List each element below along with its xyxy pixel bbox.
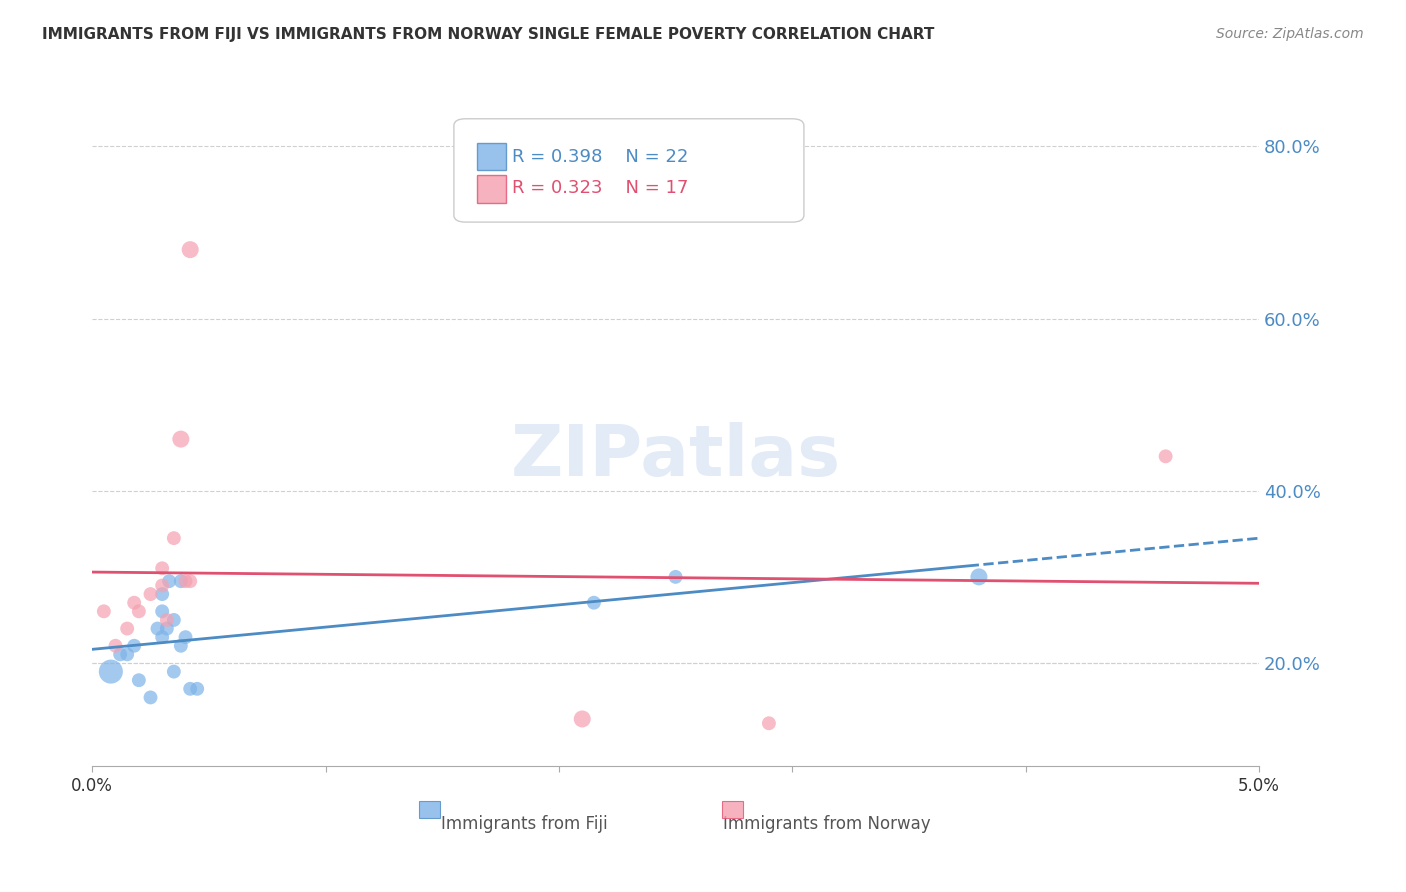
Point [156,622,179,636]
Point [128,604,150,618]
Point [115,648,138,662]
FancyBboxPatch shape [454,119,804,222]
Point [179,681,201,696]
Point [139,690,162,705]
Text: Source: ZipAtlas.com: Source: ZipAtlas.com [1216,27,1364,41]
Point [157,574,180,589]
Point [150,630,173,644]
Point [156,613,179,627]
Text: ZIPatlas: ZIPatlas [510,422,841,491]
Point [186,681,208,696]
FancyBboxPatch shape [477,143,506,170]
Point [128,673,150,688]
Text: Immigrants from Norway: Immigrants from Norway [724,814,931,832]
Text: R = 0.398    N = 22: R = 0.398 N = 22 [512,148,689,166]
Text: Immigrants from Fiji: Immigrants from Fiji [440,814,607,832]
Point [108,648,131,662]
FancyBboxPatch shape [723,801,744,818]
Point [150,604,173,618]
Point [758,716,780,731]
Point [100,665,122,679]
Point [664,570,686,584]
Point [139,587,162,601]
Text: R = 0.323    N = 17: R = 0.323 N = 17 [512,178,689,196]
FancyBboxPatch shape [477,175,506,202]
Point [967,570,990,584]
Point [582,596,605,610]
Point [93,604,115,618]
Point [146,622,169,636]
Point [150,587,173,601]
Point [122,596,145,610]
Point [163,613,186,627]
Point [174,630,197,644]
Point [174,574,197,589]
Point [122,639,145,653]
Point [150,561,173,575]
Point [179,243,201,257]
Point [179,574,201,589]
Point [170,574,193,589]
Point [150,578,173,592]
Text: IMMIGRANTS FROM FIJI VS IMMIGRANTS FROM NORWAY SINGLE FEMALE POVERTY CORRELATION: IMMIGRANTS FROM FIJI VS IMMIGRANTS FROM … [42,27,935,42]
Point [115,622,138,636]
Point [163,531,186,545]
Point [104,639,127,653]
Point [571,712,593,726]
Point [1154,450,1177,464]
Point [170,432,193,446]
Point [170,639,193,653]
Point [163,665,186,679]
FancyBboxPatch shape [419,801,440,818]
